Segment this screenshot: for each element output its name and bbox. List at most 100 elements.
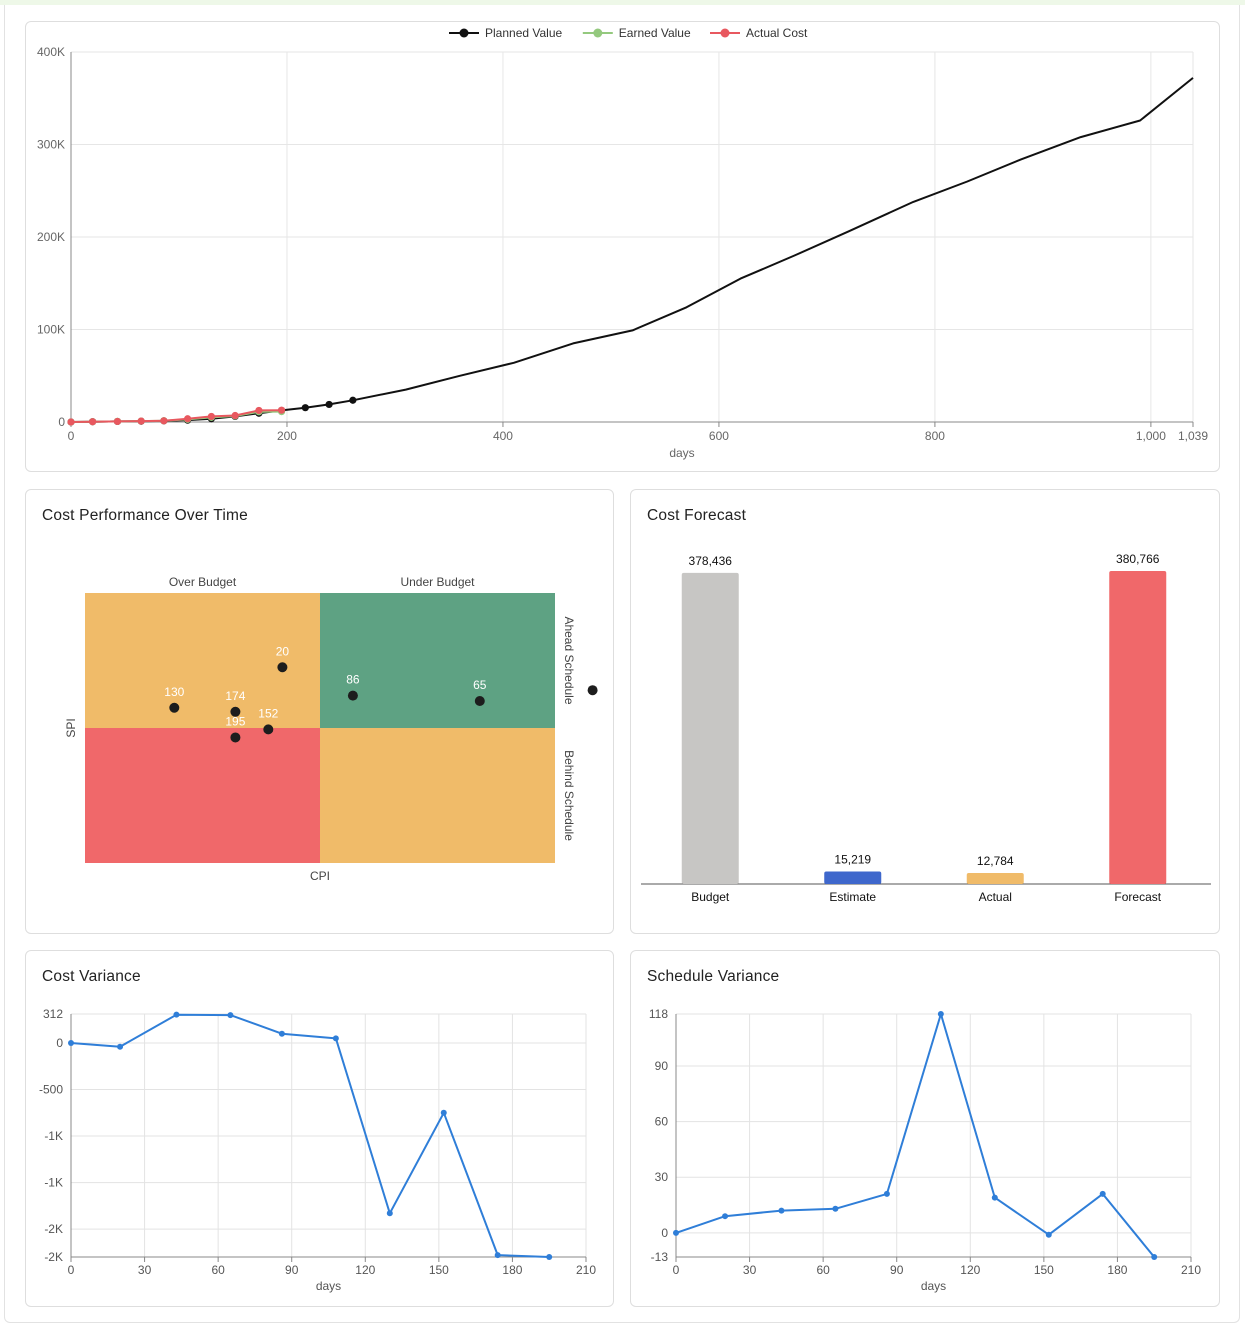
label-under-budget: Under Budget xyxy=(400,575,475,589)
x-tick-label: 0 xyxy=(68,429,75,443)
y-tick-label: 300K xyxy=(37,138,65,152)
cost-forecast-card: Cost Forecast 378,436 Budget 15,219 Estimat… xyxy=(630,489,1220,934)
legend-item-earned-value: Earned Value xyxy=(582,26,691,40)
schedule-variance-title: Schedule Variance xyxy=(647,968,780,985)
y-tick-label: 0 xyxy=(56,1036,63,1050)
data-point xyxy=(278,1030,285,1037)
data-point xyxy=(68,1040,74,1047)
bar-value-label: 15,219 xyxy=(834,852,871,866)
x-tick-label: 90 xyxy=(285,1263,299,1277)
y-tick-label: 0 xyxy=(661,1226,668,1240)
y-tick-label: -2K xyxy=(44,1222,63,1236)
x-tick-label: 210 xyxy=(576,1263,596,1277)
variance-line xyxy=(70,1013,550,1258)
schedule-variance-card: Schedule Variance 118 90 60 30 0 -13 0 30 60 90 12… xyxy=(630,950,1220,1307)
x-tick-label: 30 xyxy=(138,1263,152,1277)
data-point xyxy=(277,406,286,414)
data-point xyxy=(255,406,263,415)
y-tick-label: 30 xyxy=(655,1170,669,1184)
x-tick-label: 150 xyxy=(429,1263,449,1277)
quadrant-over-budget-ahead xyxy=(85,593,320,728)
x-tick-label: 120 xyxy=(960,1263,980,1277)
cost-variance-card: Cost Variance 312 0 -500 -1K -1K -2K -2K 0 30 60 9… xyxy=(25,950,614,1307)
data-point xyxy=(137,417,145,425)
bar-budget xyxy=(681,572,739,884)
bar-actual xyxy=(966,873,1024,884)
data-point xyxy=(173,1011,180,1018)
y-tick-label: -1K xyxy=(44,1129,63,1143)
scatter-point-label: 65 xyxy=(473,678,487,692)
quadrant-over-budget-behind xyxy=(85,728,320,863)
series-line-planned-value xyxy=(70,77,1194,423)
cost-forecast-chart: 378,436 Budget 15,219 Estimate 12,784 Actual 3… xyxy=(641,552,1211,904)
scatter-point-label: 20 xyxy=(276,644,290,658)
y-tick-label: -2K xyxy=(44,1250,63,1264)
y-tick-label: 312 xyxy=(43,1007,63,1021)
x-tick-label: 30 xyxy=(743,1263,757,1277)
series-line-actual-cost xyxy=(70,409,282,423)
legend-item-actual-cost: Actual Cost xyxy=(710,26,808,40)
y-tick-label: 100K xyxy=(37,323,65,337)
data-point xyxy=(1151,1254,1158,1260)
cost-variance-chart: 312 0 -500 -1K -1K -2K -2K 0 30 60 90 120 150 180 210 d… xyxy=(39,1007,596,1293)
x-tick-label: 400 xyxy=(493,429,513,443)
data-point xyxy=(937,1011,944,1017)
y-tick-label: 200K xyxy=(37,230,65,244)
bar-value-label: 380,766 xyxy=(1116,552,1160,566)
legend-marker xyxy=(720,28,730,38)
quadrant-under-budget-ahead xyxy=(320,593,555,728)
data-point xyxy=(184,415,192,423)
data-point xyxy=(117,1043,124,1050)
data-point xyxy=(1045,1231,1052,1238)
y-tick-label: -1K xyxy=(44,1176,63,1190)
data-point xyxy=(673,1229,679,1236)
legend-marker xyxy=(593,28,603,38)
scatter-point xyxy=(587,685,598,696)
x-axis-title: days xyxy=(669,446,694,460)
scatter-point xyxy=(169,702,180,713)
data-point xyxy=(325,400,333,409)
y-tick-label: 118 xyxy=(649,1007,668,1021)
scatter-point-label: 86 xyxy=(346,673,360,687)
y-tick-label: 0 xyxy=(58,415,65,429)
x-tick-label: 120 xyxy=(355,1263,375,1277)
x-axis-title: days xyxy=(921,1279,946,1293)
y-tick-label: 400K xyxy=(37,45,65,59)
legend-marker xyxy=(459,28,469,38)
label-behind-schedule: Behind Schedule xyxy=(562,750,576,841)
scatter-point xyxy=(474,696,485,706)
x-tick-label: 60 xyxy=(211,1263,225,1277)
data-point xyxy=(722,1213,729,1220)
data-point xyxy=(67,418,75,426)
data-point xyxy=(494,1252,501,1259)
bar-value-label: 378,436 xyxy=(689,554,733,568)
data-point xyxy=(546,1254,553,1260)
label-over-budget: Over Budget xyxy=(169,575,237,589)
data-point xyxy=(113,417,122,426)
bar-estimate xyxy=(824,871,882,884)
top-accent-bar xyxy=(0,0,1245,5)
legend-label: Earned Value xyxy=(619,26,691,40)
quadrant-under-budget-behind xyxy=(320,728,555,863)
y-tick-label: 60 xyxy=(655,1115,669,1129)
x-tick-label: 60 xyxy=(816,1263,830,1277)
y-tick-label: -13 xyxy=(651,1250,669,1264)
y-axis-title: SPI xyxy=(64,718,78,737)
earned-value-card: 0 100K 200K 300K 400K 0 200 400 600 800 1,000 1,039… xyxy=(25,21,1220,472)
scatter-point xyxy=(230,706,241,717)
dashboard-frame xyxy=(4,5,1240,1323)
x-tick-label: 200 xyxy=(277,429,297,443)
scatter-point-label: 174 xyxy=(225,689,245,703)
data-point xyxy=(301,404,309,412)
bar-forecast xyxy=(1109,571,1167,884)
data-point xyxy=(883,1190,890,1197)
category-label: Actual xyxy=(979,890,1012,904)
data-point xyxy=(227,1012,234,1019)
x-tick-label: 180 xyxy=(1107,1263,1127,1277)
data-point xyxy=(778,1207,785,1214)
scatter-point xyxy=(277,662,288,673)
scatter-point xyxy=(230,732,241,743)
data-point xyxy=(88,418,97,426)
bar-value-label: 12,784 xyxy=(977,854,1014,868)
x-tick-label: 150 xyxy=(1034,1263,1054,1277)
